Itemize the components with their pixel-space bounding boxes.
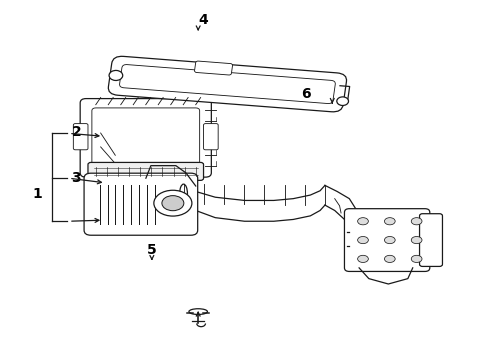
Ellipse shape	[357, 218, 367, 225]
Ellipse shape	[410, 218, 421, 225]
Text: 5: 5	[147, 243, 157, 257]
Ellipse shape	[384, 255, 394, 262]
Text: 6: 6	[300, 87, 309, 101]
Circle shape	[336, 97, 348, 105]
Ellipse shape	[99, 178, 111, 183]
Ellipse shape	[162, 195, 183, 211]
Ellipse shape	[188, 309, 207, 315]
FancyBboxPatch shape	[419, 214, 442, 266]
Ellipse shape	[357, 237, 367, 244]
Ellipse shape	[179, 184, 187, 203]
Ellipse shape	[357, 255, 367, 262]
Ellipse shape	[410, 237, 421, 244]
Ellipse shape	[410, 255, 421, 262]
Text: 4: 4	[198, 13, 207, 27]
Text: 2: 2	[71, 125, 81, 139]
Ellipse shape	[154, 190, 191, 216]
FancyBboxPatch shape	[88, 162, 203, 180]
Ellipse shape	[180, 178, 192, 183]
FancyBboxPatch shape	[194, 61, 232, 75]
FancyBboxPatch shape	[80, 99, 211, 177]
FancyBboxPatch shape	[73, 123, 88, 150]
FancyBboxPatch shape	[92, 108, 199, 169]
Ellipse shape	[384, 218, 394, 225]
FancyBboxPatch shape	[344, 209, 429, 271]
Ellipse shape	[384, 237, 394, 244]
FancyBboxPatch shape	[119, 64, 335, 104]
Text: 1: 1	[32, 187, 42, 201]
FancyBboxPatch shape	[108, 56, 346, 112]
FancyBboxPatch shape	[84, 173, 197, 235]
FancyBboxPatch shape	[203, 123, 218, 150]
Text: 3: 3	[71, 171, 81, 185]
Circle shape	[109, 71, 122, 81]
